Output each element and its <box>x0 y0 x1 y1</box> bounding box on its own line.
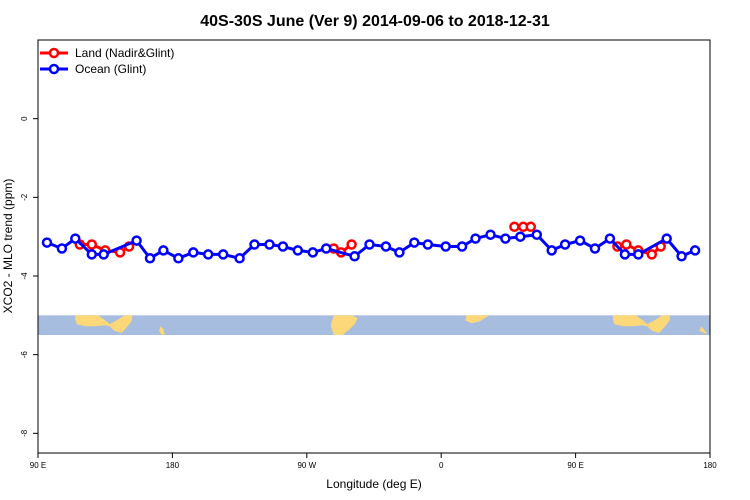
x-axis: 90 E 180 90 W 0 90 E 180 <box>30 453 717 470</box>
data-point <box>485 229 496 240</box>
data-point <box>173 253 184 264</box>
land-mass <box>465 315 489 324</box>
data-point <box>158 245 169 256</box>
data-point <box>440 241 451 252</box>
data-point <box>574 235 586 246</box>
data-point <box>394 247 405 258</box>
legend-marker <box>48 63 60 75</box>
data-point <box>676 251 687 262</box>
data-point <box>307 247 319 258</box>
data-point <box>619 249 631 260</box>
data-point <box>689 245 701 256</box>
land-mass <box>612 315 670 333</box>
data-point <box>217 249 229 260</box>
data-point <box>349 251 360 262</box>
land-mass <box>330 315 358 335</box>
x-tick-label: 0 <box>439 461 444 470</box>
x-tick-label: 90 E <box>30 461 46 470</box>
data-point <box>98 249 109 260</box>
data-point <box>531 229 543 240</box>
data-point <box>188 247 199 258</box>
legend-item: Land (Nadir&Glint) <box>40 46 174 60</box>
data-point <box>621 239 632 250</box>
legend-label: Ocean (Glint) <box>75 62 146 76</box>
data-point <box>409 237 420 248</box>
series-1 <box>41 229 701 264</box>
land-mass <box>699 326 710 335</box>
data-point <box>292 245 304 256</box>
data-point <box>525 221 537 233</box>
data-point <box>131 235 142 246</box>
series-layer <box>41 221 701 264</box>
plot-frame <box>37 39 711 454</box>
data-point <box>56 243 68 254</box>
data-point <box>320 243 332 254</box>
legend: Land (Nadir&Glint) Ocean (Glint) <box>40 46 174 76</box>
y-axis: 0 -2 -4 -6 -8 <box>20 116 38 437</box>
data-point <box>509 221 520 233</box>
data-point <box>456 241 468 252</box>
data-point <box>589 243 601 254</box>
data-point <box>364 239 375 250</box>
legend-marker <box>48 47 60 59</box>
data-point <box>380 241 392 252</box>
data-point <box>500 233 511 244</box>
land-mass <box>159 326 165 335</box>
map-strip <box>38 315 710 335</box>
data-point <box>264 239 275 250</box>
data-point <box>346 239 357 250</box>
legend-label: Land (Nadir&Glint) <box>75 46 174 60</box>
data-point <box>86 249 98 260</box>
data-point <box>633 249 644 260</box>
y-tick-label: -8 <box>20 429 29 437</box>
y-tick-label: -6 <box>20 351 29 359</box>
data-point <box>422 239 434 250</box>
land-mass <box>75 315 133 333</box>
x-tick-label: 90 E <box>567 461 583 470</box>
data-point <box>234 253 245 264</box>
x-tick-label: 90 W <box>297 461 316 470</box>
legend-item: Ocean (Glint) <box>40 62 146 76</box>
data-point <box>559 239 571 250</box>
x-tick-label: 180 <box>703 461 717 470</box>
ocean-band <box>38 315 710 335</box>
data-point <box>70 233 81 244</box>
data-point <box>515 231 526 242</box>
y-tick-label: -4 <box>20 272 29 280</box>
data-point <box>202 249 214 260</box>
data-point <box>646 249 658 260</box>
data-point <box>604 233 616 244</box>
y-tick-label: -2 <box>20 193 29 201</box>
data-point <box>470 233 481 244</box>
data-point <box>249 239 260 250</box>
x-axis-label: Longitude (deg E) <box>326 477 421 491</box>
data-point <box>277 241 289 252</box>
chart-title: 40S-30S June (Ver 9) 2014-09-06 to 2018-… <box>200 13 550 30</box>
data-point <box>661 233 672 244</box>
data-point <box>86 239 98 250</box>
data-point <box>546 245 557 256</box>
y-tick-label: 0 <box>20 116 29 121</box>
data-point <box>144 253 156 264</box>
data-point <box>41 237 53 248</box>
y-axis-label: XCO2 - MLO trend (ppm) <box>1 179 15 314</box>
x-tick-label: 180 <box>166 461 180 470</box>
